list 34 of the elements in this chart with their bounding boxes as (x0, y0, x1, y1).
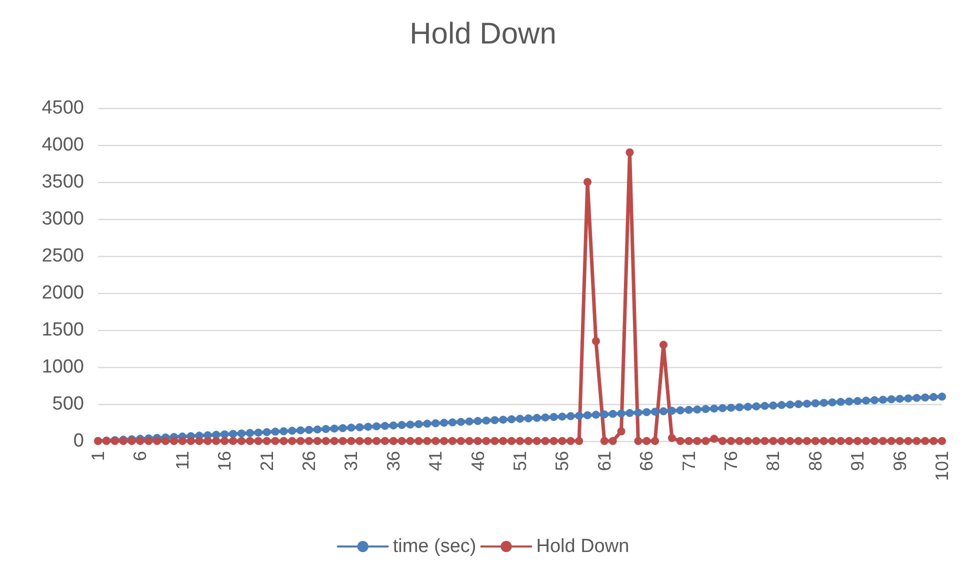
x-tick-label: 26 (299, 451, 319, 472)
x-tick-label: 66 (636, 451, 657, 472)
y-tick-label: 4000 (42, 134, 84, 156)
y-tick-label: 3500 (42, 172, 84, 192)
x-tick-label: 51 (510, 451, 530, 472)
x-tick-label: 31 (341, 451, 362, 472)
x-tick-label: 56 (552, 451, 572, 472)
x-tick-label: 21 (256, 451, 277, 472)
y-tick-label: 0 (73, 430, 84, 452)
x-tick-label: 41 (426, 451, 446, 472)
y-tick-label: 3000 (42, 208, 84, 230)
x-tick-label: 71 (678, 451, 699, 472)
x-tick-label: 6 (130, 451, 150, 462)
legend-label: Hold Down (536, 536, 630, 557)
y-tick-label: 1000 (42, 356, 84, 378)
y-tick-label: 4500 (42, 98, 84, 118)
y-tick-label: 2500 (42, 246, 84, 266)
x-tick-label: 1 (88, 451, 108, 462)
x-tick-label: 101 (932, 451, 952, 482)
y-tick-label: 2000 (42, 282, 84, 304)
x-tick-label: 46 (468, 451, 488, 472)
x-tick-label: 81 (763, 451, 784, 472)
x-tick-label: 96 (890, 451, 910, 472)
x-tick-label: 36 (383, 451, 404, 472)
x-tick-label: 11 (172, 451, 192, 470)
x-tick-label: 91 (848, 451, 868, 472)
y-tick-label: 500 (52, 394, 84, 414)
x-tick-label: 86 (805, 451, 826, 472)
x-tick-label: 16 (214, 451, 235, 472)
y-tick-label: 1500 (42, 320, 84, 340)
legend-label: time (sec) (392, 536, 476, 557)
chart-title: Hold Down (410, 18, 556, 50)
x-tick-label: 76 (721, 451, 741, 472)
x-tick-label: 61 (594, 451, 614, 472)
